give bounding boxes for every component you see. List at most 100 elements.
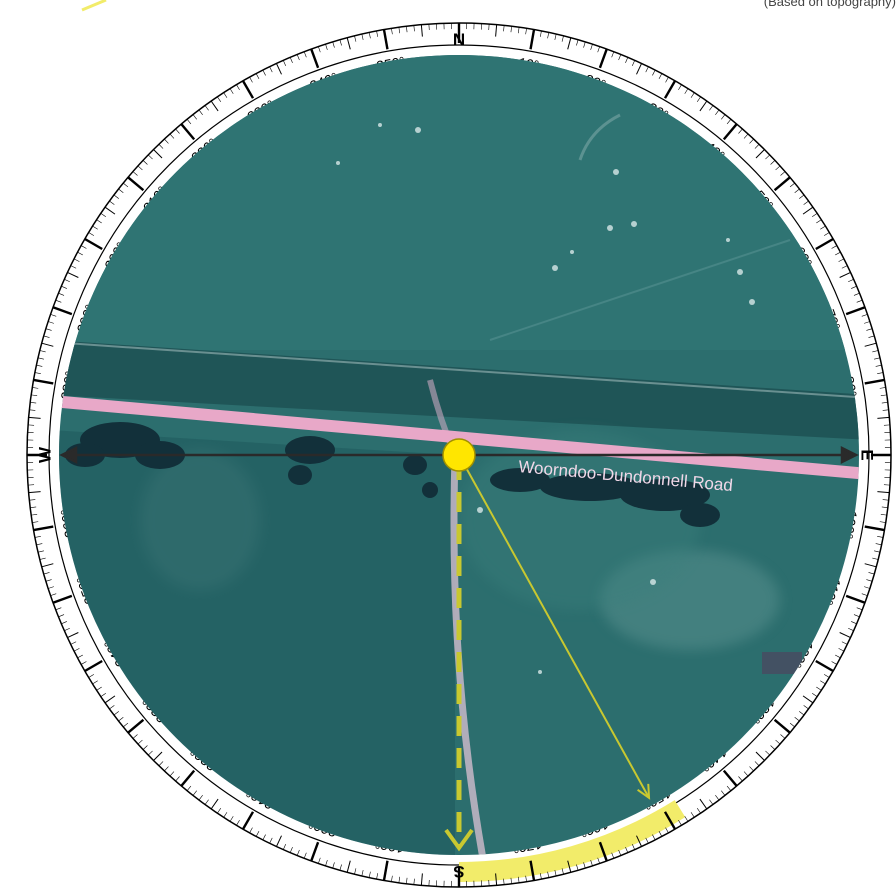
compass-tick <box>877 535 884 538</box>
compass-tick <box>765 750 770 756</box>
compass-tick <box>249 827 253 833</box>
compass-tick <box>84 237 103 251</box>
compass-tick <box>169 771 175 777</box>
compass-tick <box>815 237 834 251</box>
compass-tick <box>755 751 765 761</box>
compass-tick <box>153 751 163 761</box>
compass-tick <box>332 41 335 48</box>
compass-tick <box>618 849 622 856</box>
compass-tick <box>576 864 579 871</box>
compass-tick <box>799 194 805 199</box>
compass-tick <box>132 171 138 176</box>
compass-tick <box>652 69 656 76</box>
compass-tick <box>868 335 875 338</box>
compass-tick <box>318 46 321 53</box>
compass-tick <box>198 109 203 115</box>
compass-tick <box>43 572 50 575</box>
compass-tick <box>229 88 234 94</box>
compass-tick <box>255 830 260 837</box>
compass-tick <box>368 32 371 39</box>
compass-tick <box>765 154 770 160</box>
compass-tick <box>382 860 389 881</box>
compass-tick <box>413 25 415 32</box>
compass-tick <box>882 499 889 501</box>
compass-tick <box>382 29 389 50</box>
compass-tick <box>495 873 498 886</box>
compass-tick <box>289 847 293 853</box>
compass-tick <box>853 614 860 618</box>
road <box>59 394 859 481</box>
compass-tick <box>100 692 106 697</box>
compass-tick <box>770 160 776 165</box>
compass-tick <box>52 594 73 604</box>
compass-tick <box>275 63 282 75</box>
compass-tick <box>789 722 795 728</box>
compass-tick <box>100 213 106 218</box>
compass-tick <box>52 306 73 316</box>
compass-tick <box>831 245 837 249</box>
compass-ticks <box>27 23 891 887</box>
compass-tick <box>636 63 643 75</box>
compass-tick <box>598 841 608 862</box>
compass-tick <box>77 251 84 256</box>
compass-tick <box>684 816 689 822</box>
compass-tick <box>631 844 635 850</box>
compass-tick <box>567 37 572 50</box>
compass-tick <box>186 119 192 125</box>
compass-tick <box>33 525 54 532</box>
compass-tick <box>32 521 39 523</box>
compass-tick <box>30 506 37 508</box>
compass-tick <box>269 66 273 73</box>
south-dashed-arrow <box>444 460 474 852</box>
compass-tick <box>715 109 720 115</box>
shed <box>762 652 802 674</box>
compass-tick <box>678 84 682 91</box>
compass-tick <box>361 870 364 876</box>
compass-tick <box>529 29 536 50</box>
compass-tick <box>831 661 837 665</box>
compass-tick <box>590 44 593 50</box>
compass-tick <box>81 661 87 665</box>
compass-tick <box>794 188 800 193</box>
compass-tick <box>127 176 145 192</box>
compass-tick <box>845 594 866 604</box>
compass-tick <box>255 73 260 80</box>
compass-tick <box>547 871 550 878</box>
compass-tick <box>92 225 98 230</box>
compass-tick <box>678 819 682 826</box>
compass-tick <box>799 711 805 716</box>
compass-tick <box>722 769 738 787</box>
compass-tick <box>665 827 669 833</box>
compass-tick <box>699 100 708 112</box>
fence-line <box>59 341 859 399</box>
compass-tick <box>625 847 629 853</box>
compass-tick <box>881 506 888 508</box>
compass-tick <box>28 416 41 419</box>
compass-tick <box>318 857 321 864</box>
compass-tick <box>576 39 579 46</box>
compass-tick <box>217 96 222 102</box>
compass-tick <box>28 491 41 494</box>
compass-tick <box>391 875 393 882</box>
compass-tick <box>153 149 163 159</box>
compass-tick <box>148 750 153 756</box>
compass-tick <box>770 745 776 750</box>
compass-tick <box>113 711 119 716</box>
compass-tick <box>45 328 52 331</box>
compass-tick <box>864 378 885 385</box>
compass-tick <box>61 285 67 289</box>
compass-tick <box>88 232 95 236</box>
compass-tick <box>88 674 95 678</box>
compass-tick <box>709 105 714 111</box>
compass-tick <box>812 692 818 697</box>
compass-tick <box>802 695 814 704</box>
compass-tick <box>30 402 37 404</box>
compass-tick <box>325 860 328 866</box>
compass-tick <box>127 718 145 734</box>
compass-tick <box>775 165 781 171</box>
compass-tick <box>611 852 615 859</box>
compass-tick <box>645 66 649 73</box>
compass-tick <box>663 811 677 830</box>
compass-tick <box>36 364 43 367</box>
